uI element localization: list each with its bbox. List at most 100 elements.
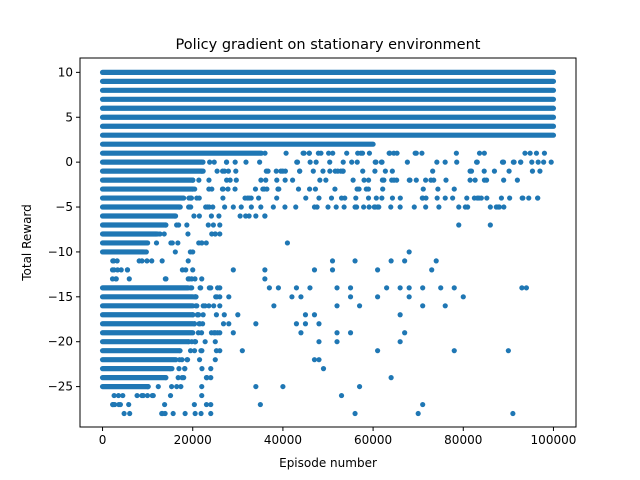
data-point (289, 294, 295, 300)
data-point (499, 159, 506, 165)
data-point (144, 392, 151, 399)
data-point (298, 330, 304, 336)
data-point (192, 339, 198, 345)
chart-title: Policy gradient on stationary environmen… (176, 37, 481, 53)
data-point (451, 186, 457, 192)
data-point (325, 204, 331, 210)
data-point (179, 375, 185, 381)
data-point (217, 303, 223, 309)
data-point (372, 159, 378, 165)
data-point (198, 410, 204, 417)
data-point (375, 204, 381, 210)
data-point (526, 195, 532, 201)
data-point (208, 410, 214, 417)
data-point (330, 150, 336, 156)
data-point (110, 401, 116, 408)
data-point (522, 150, 528, 156)
data-point (419, 150, 425, 156)
data-point (283, 150, 289, 156)
data-point (199, 383, 205, 390)
data-point (177, 348, 183, 354)
data-point (170, 410, 176, 417)
data-point (300, 150, 306, 156)
data-point (533, 150, 540, 156)
data-point (167, 366, 173, 372)
data-point (415, 410, 421, 417)
data-point (464, 195, 470, 201)
data-point (389, 168, 395, 174)
data-point (442, 195, 448, 201)
data-point (212, 330, 218, 336)
data-point (176, 222, 182, 228)
data-point (541, 150, 548, 156)
data-point (182, 410, 188, 417)
data-point (136, 258, 142, 264)
data-point (264, 186, 270, 192)
data-point (491, 168, 498, 174)
data-point (435, 186, 441, 192)
data-point (199, 392, 205, 399)
data-point (239, 348, 245, 354)
data-point (496, 204, 502, 210)
data-point (356, 383, 363, 390)
data-point (232, 186, 238, 192)
data-point (352, 204, 358, 210)
data-point (541, 159, 547, 165)
data-point (384, 285, 390, 291)
data-point (200, 312, 206, 318)
data-point (176, 204, 182, 210)
data-point (216, 213, 222, 219)
data-point (199, 276, 205, 282)
data-point (252, 186, 259, 192)
data-point (253, 383, 259, 390)
data-point (462, 204, 468, 210)
data-point (523, 285, 530, 291)
data-point (217, 222, 223, 228)
data-point (472, 177, 478, 183)
data-point (373, 195, 379, 201)
data-point (334, 339, 340, 345)
data-point (190, 312, 196, 318)
data-point (114, 267, 121, 273)
data-point (266, 285, 272, 291)
data-point (297, 168, 303, 174)
data-point (397, 339, 403, 345)
data-point (329, 258, 336, 264)
y-tick-label: −5 (55, 200, 73, 214)
data-point (438, 285, 444, 291)
data-point (323, 177, 329, 183)
data-point (320, 366, 327, 372)
y-tick-label: 10 (58, 65, 73, 79)
data-point (293, 321, 300, 327)
data-point (257, 401, 263, 408)
data-point (316, 357, 322, 363)
data-point (295, 186, 302, 192)
data-point (442, 159, 448, 165)
data-point (338, 195, 345, 201)
data-point (208, 375, 214, 381)
data-point (320, 168, 326, 174)
data-point (113, 276, 119, 282)
data-point (389, 195, 396, 201)
data-point (420, 303, 426, 309)
data-point (311, 267, 318, 273)
data-point (420, 186, 426, 192)
data-point (280, 383, 286, 390)
data-point (195, 312, 201, 318)
data-point (197, 321, 203, 327)
data-point (191, 213, 197, 219)
data-point (406, 285, 412, 291)
data-point (172, 249, 178, 255)
data-point (387, 150, 393, 156)
data-point (298, 294, 304, 300)
data-point (190, 177, 196, 183)
data-point (507, 195, 513, 201)
data-point (282, 177, 288, 183)
data-point (428, 177, 434, 183)
data-point (258, 150, 265, 156)
data-point (365, 177, 372, 183)
data-point (456, 204, 462, 210)
data-point (375, 294, 381, 300)
x-tick-label: 0 (99, 433, 107, 447)
data-point (537, 168, 543, 174)
